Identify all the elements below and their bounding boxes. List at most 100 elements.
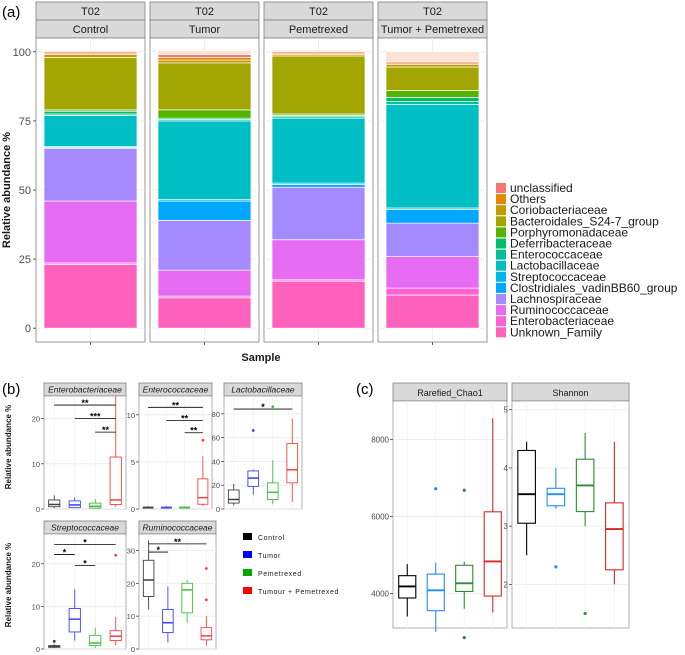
stacked-bar-segment [385,208,480,224]
y-tick-label: 20 [212,481,220,490]
stacked-bar-cap [157,50,252,55]
box-iqr [68,608,81,633]
legend-swatch [243,533,252,540]
stacked-bar-segment [385,287,480,296]
legend-label: Lachnospiraceae [510,292,602,306]
chart-c: Rarefied_Chao1 4000 6000 8000 Shannon 2 3 4 5 [371,382,630,640]
stacked-bar-segment [43,200,138,264]
box-outlier [204,598,208,602]
y-tick-label: 2 [504,580,509,589]
legend-swatch [496,327,506,338]
facet-sample-label: Pemetrexed [289,24,348,36]
box-iqr [605,502,624,571]
y-tick-label: 10 [127,411,135,420]
y-tick-label: 20 [127,579,135,588]
y-tick-label: 20 [32,415,40,424]
y-tick-label: 0 [25,323,31,335]
legend-swatch [496,205,506,216]
legend-label: Others [510,192,546,206]
stacked-bar-segment [385,103,480,209]
y-tick-label: 0 [216,505,220,514]
stacked-bar-cap [271,50,366,53]
box-iqr [426,573,445,612]
legend-swatch [496,294,506,304]
stacked-bar-segment [385,66,480,91]
significance-label: ** [190,426,198,436]
stacked-bar-segment [271,280,366,329]
box-iqr [162,609,174,634]
y-tick-label: 75 [19,116,31,128]
y-tick-label: 6000 [371,512,389,521]
box-outlier [251,429,255,432]
box-outlier [462,488,466,492]
facet-sample-label: Tumor [189,24,221,36]
box-outlier [462,636,466,640]
legend-label: Coriobacteriaceae [510,203,608,217]
facet-title: Rarefied_Chao1 [417,388,483,398]
legend-label: Clostridiales_vadinBB60_group [510,281,678,295]
legend-swatch [496,305,506,316]
stacked-bar-segment [385,222,480,257]
legend-swatch [243,587,252,594]
y-tick-label: 0 [36,645,40,654]
legend-swatch [496,249,506,260]
legend-swatch [496,194,506,205]
legend-swatch [243,569,252,576]
y-tick-label: 4 [504,464,509,473]
box-outlier [204,567,208,570]
box-iqr [197,478,209,505]
y-tick-label: 20 [32,560,40,569]
y-tick-label: 50 [19,185,31,197]
y-tick-label: 0 [131,645,135,654]
box-outlier [271,405,275,409]
box-iqr [142,559,155,597]
stacked-bar-segment [271,117,366,184]
facet-group-label: T02 [81,6,100,18]
stacked-bar-segment [157,56,252,61]
stacked-bar-segment [43,56,138,111]
stacked-bar-segment [157,59,252,64]
y-tick-label: 10 [127,612,135,621]
stacked-bar-segment [157,200,252,221]
legend-label: Porphyromonadaceae [510,225,628,239]
box-iqr [517,449,536,524]
facet-plot-area [43,533,127,650]
stacked-bar-segment [157,54,252,58]
y-tick-label: 100 [13,47,31,59]
significance-label: ** [102,425,110,435]
facet-title: Lactobacillaceae [231,384,295,394]
y-tick-label: 60 [212,434,220,443]
facet-group-label: T02 [195,6,214,18]
panel-label-b: (b) [2,381,20,398]
legend-swatch [496,260,506,271]
legend-swatch [243,551,252,558]
significance-label: ** [174,537,182,547]
legend-label: Tumor [258,553,281,560]
significance-label: * [261,402,265,412]
facet-title: Enterobacteriaceae [48,384,122,394]
facet-title: Shannon [552,388,588,398]
significance-label: * [63,547,67,557]
box-outlier [583,611,587,616]
facet-group-label: T02 [423,6,442,18]
stacked-bar-segment [43,110,138,115]
significance-label: * [83,538,87,548]
y-axis-title: Relative abundance % [4,543,13,627]
box-outlier [434,487,438,491]
y-tick-label: 10 [32,460,40,469]
y-tick-label: 80 [212,410,220,419]
legend-label: Enterococcaceae [510,248,603,262]
box-iqr [109,456,122,505]
significance-label: ** [172,400,180,410]
stacked-bar-segment [43,115,138,147]
facet-title: Enterococcaceae [143,384,209,394]
y-tick-label: 8000 [371,435,389,444]
significance-label: * [83,559,87,569]
y-tick-label: 25 [19,254,31,266]
box-iqr [89,634,102,647]
y-tick-label: 4000 [371,589,389,598]
facet-sample-label: Tumor + Pemetrexed [381,24,484,36]
significance-label: ** [81,398,89,408]
panel-label-a: (a) [2,4,20,21]
